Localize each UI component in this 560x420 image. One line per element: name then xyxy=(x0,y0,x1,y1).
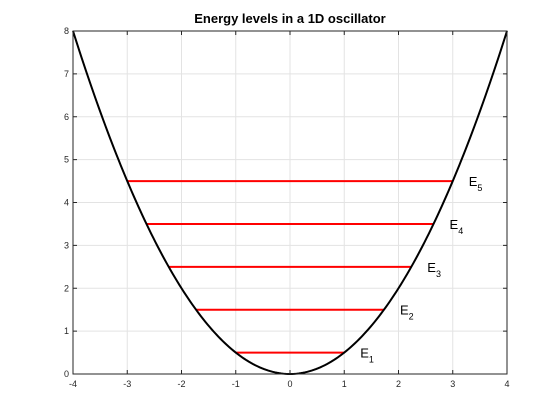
x-tick-label: -3 xyxy=(123,379,131,389)
energy-level-label: E5 xyxy=(469,174,483,193)
y-tick-label: 1 xyxy=(64,326,69,336)
level-labels: E1 E2 E3 E4 E5 xyxy=(360,174,482,365)
y-tick-label: 5 xyxy=(64,155,69,165)
energy-levels xyxy=(127,180,453,354)
x-tick-label: 1 xyxy=(342,379,347,389)
plot-area: -4 -3 -2 -1 0 1 2 3 4 0 1 2 3 4 5 6 7 8 E1 E2 E3 E4 E5 xyxy=(64,26,510,389)
x-tick-label: 4 xyxy=(504,379,509,389)
y-tick-label: 4 xyxy=(64,198,69,208)
y-tick-label: 3 xyxy=(64,240,69,250)
energy-level-label: E3 xyxy=(427,260,441,279)
chart-title: Energy levels in a 1D oscillator xyxy=(194,11,385,26)
x-tick-label: -1 xyxy=(232,379,240,389)
energy-level-label: E2 xyxy=(400,303,414,322)
axis-ticks: -4 -3 -2 -1 0 1 2 3 4 0 1 2 3 4 5 6 7 8 xyxy=(64,26,510,389)
y-tick-label: 0 xyxy=(64,369,69,379)
y-tick-label: 7 xyxy=(64,69,69,79)
x-tick-label: -2 xyxy=(177,379,185,389)
y-tick-label: 6 xyxy=(64,112,69,122)
y-tick-label: 2 xyxy=(64,283,69,293)
x-tick-label: 2 xyxy=(396,379,401,389)
x-tick-label: -4 xyxy=(69,379,77,389)
energy-level-label: E1 xyxy=(360,346,374,365)
x-tick-label: 3 xyxy=(450,379,455,389)
energy-level-label: E4 xyxy=(450,217,464,236)
y-tick-label: 8 xyxy=(64,26,69,36)
x-tick-label: 0 xyxy=(287,379,292,389)
grid-lines xyxy=(73,31,507,374)
